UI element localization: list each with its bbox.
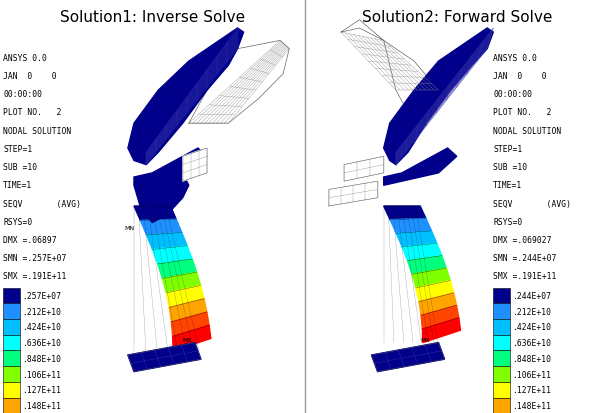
Bar <box>3 382 19 398</box>
Polygon shape <box>416 281 454 302</box>
Bar <box>3 319 19 335</box>
Text: .244E+07: .244E+07 <box>513 291 552 300</box>
Text: .424E+10: .424E+10 <box>513 323 552 332</box>
Text: SEQV       (AVG): SEQV (AVG) <box>493 199 571 208</box>
Polygon shape <box>163 273 200 293</box>
Polygon shape <box>173 325 211 351</box>
Polygon shape <box>396 231 437 247</box>
Polygon shape <box>183 149 207 182</box>
Polygon shape <box>166 286 204 308</box>
Text: SMX =.191E+11: SMX =.191E+11 <box>493 272 557 281</box>
Text: .127E+11: .127E+11 <box>513 385 552 394</box>
Text: ANSYS 0.0: ANSYS 0.0 <box>493 54 537 63</box>
Bar <box>493 288 510 304</box>
Bar <box>493 398 510 413</box>
Bar <box>493 366 510 382</box>
Text: Solution1: Inverse Solve: Solution1: Inverse Solve <box>60 10 245 25</box>
Text: DMX =.06897: DMX =.06897 <box>3 235 57 244</box>
Polygon shape <box>402 244 442 261</box>
Text: .848E+10: .848E+10 <box>23 354 62 363</box>
Polygon shape <box>384 206 426 220</box>
Bar <box>493 319 510 335</box>
Text: JAN  0    0: JAN 0 0 <box>493 72 547 81</box>
Bar <box>493 351 510 366</box>
Bar <box>493 335 510 351</box>
Bar <box>493 382 510 398</box>
Text: RSYS=0: RSYS=0 <box>3 217 32 226</box>
Text: .106E+11: .106E+11 <box>23 370 62 379</box>
Text: SUB =10: SUB =10 <box>493 163 527 172</box>
Polygon shape <box>329 182 378 206</box>
Polygon shape <box>147 233 187 250</box>
Polygon shape <box>134 173 189 223</box>
Text: .424E+10: .424E+10 <box>23 323 62 332</box>
Polygon shape <box>384 149 457 186</box>
Text: SMN =.257E+07: SMN =.257E+07 <box>3 254 66 263</box>
Polygon shape <box>407 256 446 275</box>
Text: 00:00:00: 00:00:00 <box>3 90 42 99</box>
Text: PLOT NO.   2: PLOT NO. 2 <box>3 108 62 117</box>
Text: .148E+11: .148E+11 <box>513 401 552 410</box>
Polygon shape <box>384 29 493 165</box>
Text: .848E+10: .848E+10 <box>513 354 552 363</box>
Text: TIME=1: TIME=1 <box>3 181 32 190</box>
Text: .148E+11: .148E+11 <box>23 401 62 410</box>
Text: .106E+11: .106E+11 <box>513 370 552 379</box>
Polygon shape <box>128 343 201 372</box>
Polygon shape <box>134 149 207 186</box>
Polygon shape <box>390 219 432 234</box>
Text: TIME=1: TIME=1 <box>493 181 523 190</box>
Text: SUB =10: SUB =10 <box>3 163 37 172</box>
Bar <box>3 304 19 319</box>
Polygon shape <box>128 29 244 165</box>
Text: .127E+11: .127E+11 <box>23 385 62 394</box>
Text: 00:00:00: 00:00:00 <box>493 90 532 99</box>
Bar <box>493 304 510 319</box>
Text: JAN  0    0: JAN 0 0 <box>3 72 57 81</box>
Text: STEP=1: STEP=1 <box>3 145 32 154</box>
Text: MN: MN <box>125 225 135 230</box>
Text: NODAL SOLUTION: NODAL SOLUTION <box>493 126 561 135</box>
Polygon shape <box>171 312 209 337</box>
Bar <box>3 366 19 382</box>
Text: .636E+10: .636E+10 <box>23 338 62 347</box>
Text: .257E+07: .257E+07 <box>23 291 62 300</box>
Bar <box>3 288 19 304</box>
Polygon shape <box>141 220 182 235</box>
Text: SEQV       (AVG): SEQV (AVG) <box>3 199 81 208</box>
Text: Solution2: Forward Solve: Solution2: Forward Solve <box>362 10 552 25</box>
Text: NODAL SOLUTION: NODAL SOLUTION <box>3 126 71 135</box>
Bar <box>3 351 19 366</box>
Bar <box>3 335 19 351</box>
Text: SMX =.191E+11: SMX =.191E+11 <box>3 272 66 281</box>
Text: RSYS=0: RSYS=0 <box>493 217 523 226</box>
Text: STEP=1: STEP=1 <box>493 145 523 154</box>
Polygon shape <box>412 268 450 288</box>
Text: .212E+10: .212E+10 <box>23 307 62 316</box>
Text: .212E+10: .212E+10 <box>513 307 552 316</box>
Polygon shape <box>341 21 438 124</box>
Polygon shape <box>419 293 457 316</box>
Text: DMX =.069027: DMX =.069027 <box>493 235 552 244</box>
Text: PLOT NO.   2: PLOT NO. 2 <box>493 108 552 117</box>
Text: SMN =.244E+07: SMN =.244E+07 <box>493 254 557 263</box>
Bar <box>3 398 19 413</box>
Polygon shape <box>189 41 289 124</box>
Polygon shape <box>134 206 176 221</box>
Text: .636E+10: .636E+10 <box>513 338 552 347</box>
Text: ANSYS 0.0: ANSYS 0.0 <box>3 54 47 63</box>
Polygon shape <box>421 306 459 329</box>
Polygon shape <box>423 318 460 343</box>
Polygon shape <box>169 299 207 322</box>
Text: MX: MX <box>183 337 192 342</box>
Polygon shape <box>344 157 384 182</box>
Text: MX: MX <box>420 337 430 342</box>
Polygon shape <box>158 259 197 279</box>
Polygon shape <box>152 246 192 264</box>
Polygon shape <box>371 343 445 372</box>
